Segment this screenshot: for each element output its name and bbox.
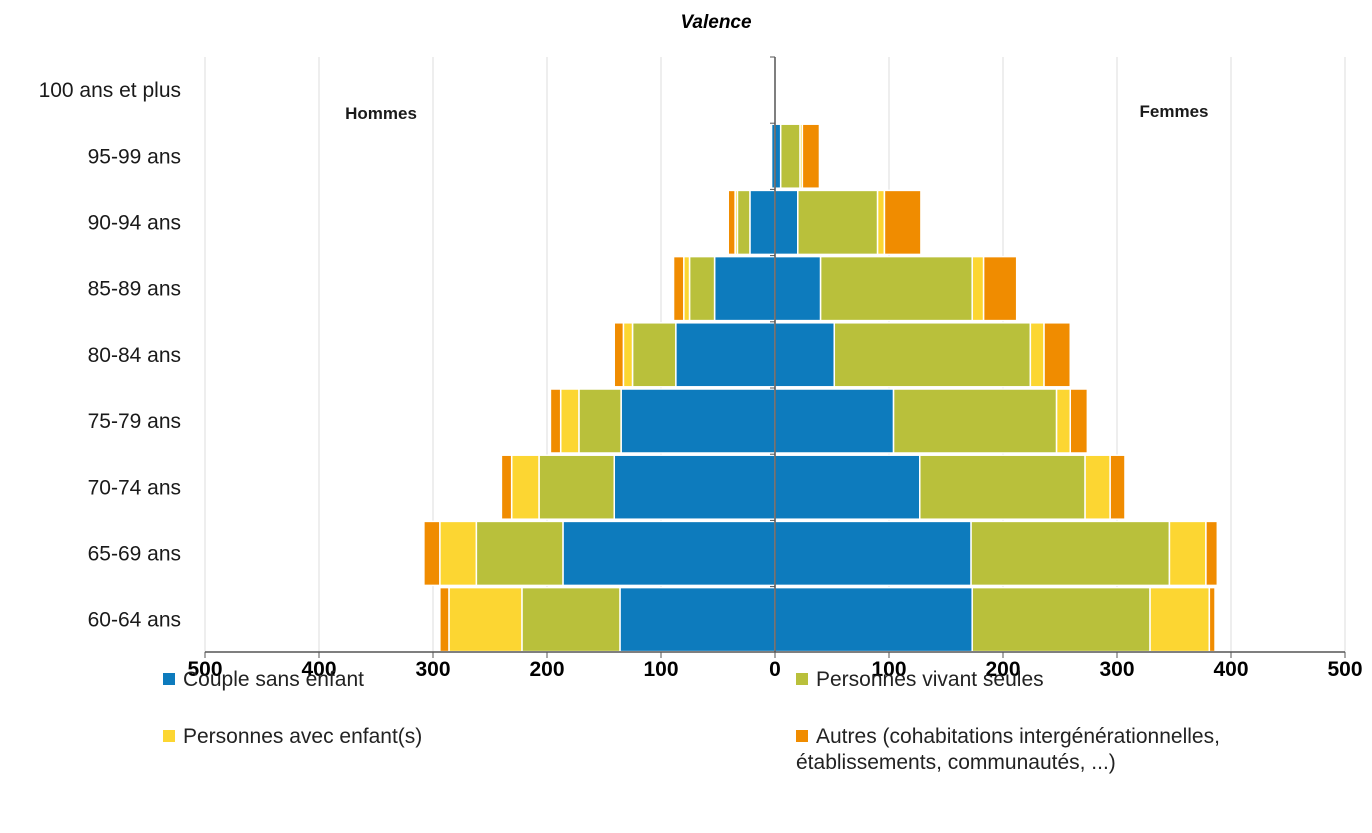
bar-femmes-segment — [883, 189, 922, 256]
legend-swatch-couple — [163, 673, 175, 685]
bar-hommes-segment — [562, 520, 776, 587]
bar-femmes-segment — [1208, 586, 1216, 653]
bar-femmes-segment — [774, 388, 895, 454]
bar-hommes-segment — [549, 388, 562, 454]
bar-hommes-segment — [521, 586, 621, 653]
bar-femmes-segment — [774, 520, 972, 587]
x-tick-label: 500 — [187, 658, 222, 681]
bar-hommes-segment — [672, 255, 685, 322]
x-tick-label: 300 — [1099, 658, 1134, 681]
y-tick-label: 60-64 ans — [88, 609, 181, 632]
femmes-label: Femmes — [1140, 102, 1209, 121]
bar-femmes-segment — [892, 388, 1058, 454]
bar-femmes-segment — [1109, 454, 1126, 520]
legend-item-enfants: Personnes avec enfant(s) — [163, 724, 683, 750]
legend-item-couple: Couple sans enfant — [163, 667, 683, 693]
bar-hommes-segment — [622, 322, 634, 388]
x-tick-label: 500 — [1327, 658, 1362, 681]
bar-femmes-segment — [774, 454, 921, 520]
x-tick-label: 0 — [769, 658, 781, 681]
bar-hommes-segment — [620, 388, 776, 454]
bar-hommes-segment — [713, 255, 776, 322]
bar-femmes-segment — [970, 520, 1171, 587]
bar-hommes-segment — [500, 454, 513, 520]
bar-femmes-segment — [971, 255, 985, 322]
y-tick-label: 70-74 ans — [88, 476, 181, 499]
y-tick-label: 90-94 ans — [88, 212, 181, 235]
bar-hommes-segment — [423, 520, 441, 587]
bar-femmes-segment — [1069, 388, 1089, 454]
bar-femmes-segment — [774, 586, 973, 653]
bar-femmes-segment — [833, 322, 1032, 388]
bar-femmes-segment — [779, 123, 801, 189]
legend-item-seules: Personnes vivant seules — [796, 667, 1356, 693]
bar-femmes-segment — [819, 255, 973, 322]
bar-femmes-segment — [971, 586, 1151, 653]
legend-swatch-enfants — [163, 730, 175, 742]
bar-femmes-segment — [774, 123, 782, 189]
legend-label-enfants: Personnes avec enfant(s) — [183, 725, 423, 748]
legend-swatch-autres — [796, 730, 808, 742]
bar-hommes-segment — [510, 454, 540, 520]
legend-label-seules: Personnes vivant seules — [816, 668, 1044, 691]
bar-hommes-segment — [448, 586, 523, 653]
bar-femmes-segment — [774, 189, 799, 256]
bar-femmes-segment — [876, 189, 886, 256]
bar-hommes-segment — [688, 255, 716, 322]
legend-label-couple: Couple sans enfant — [183, 668, 364, 691]
bar-hommes-segment — [578, 388, 622, 454]
bar-hommes-segment — [439, 520, 478, 587]
bar-femmes-segment — [774, 255, 822, 322]
bar-femmes-segment — [1029, 322, 1045, 388]
x-tick-label: 200 — [529, 658, 564, 681]
bar-layer — [423, 123, 1219, 653]
bar-femmes-segment — [982, 255, 1018, 322]
bar-femmes-segment — [774, 322, 836, 388]
bar-hommes-segment — [538, 454, 616, 520]
legend-label-autres: Autres (cohabitations intergénérationnel… — [796, 725, 1220, 774]
y-tick-label: 75-79 ans — [88, 410, 181, 433]
bar-femmes-segment — [919, 454, 1086, 520]
bar-hommes-segment — [631, 322, 677, 388]
bar-hommes-segment — [683, 255, 691, 322]
bar-hommes-segment — [613, 454, 776, 520]
x-tick-label: 100 — [871, 658, 906, 681]
legend-swatch-seules — [796, 673, 808, 685]
bar-femmes-segment — [1055, 388, 1072, 454]
x-tick-label: 400 — [301, 658, 336, 681]
bar-hommes-segment — [439, 586, 450, 653]
x-tick-label: 300 — [415, 658, 450, 681]
hommes-label: Hommes — [345, 104, 417, 123]
bar-femmes-segment — [1205, 520, 1219, 587]
y-tick-label: 65-69 ans — [88, 543, 181, 566]
bar-hommes-segment — [736, 189, 751, 256]
bar-hommes-segment — [749, 189, 776, 256]
bar-femmes-segment — [801, 123, 821, 189]
bar-femmes-segment — [1043, 322, 1072, 388]
bar-hommes-segment — [559, 388, 580, 454]
bar-hommes-segment — [675, 322, 776, 388]
y-tick-label: 85-89 ans — [88, 278, 181, 301]
axis-layer: 500 400 300 200 100 0 100 200 300 400 500 100 ans e… — [39, 56, 1363, 681]
y-tick-label: 80-84 ans — [88, 344, 181, 367]
x-tick-label: 100 — [643, 658, 678, 681]
legend-item-autres: Autres (cohabitations intergénérationnel… — [796, 724, 1316, 776]
bar-femmes-segment — [797, 189, 879, 256]
bar-femmes-segment — [1168, 520, 1207, 587]
bar-hommes-segment — [475, 520, 564, 587]
y-tick-label: 95-99 ans — [88, 145, 181, 168]
bar-femmes-segment — [1084, 454, 1111, 520]
x-tick-label: 400 — [1213, 658, 1248, 681]
bar-hommes-segment — [727, 189, 736, 256]
chart-title: Valence — [680, 12, 752, 33]
bar-hommes-segment — [613, 322, 625, 388]
y-tick-label: 100 ans et plus — [39, 79, 181, 102]
bar-femmes-segment — [1149, 586, 1211, 653]
x-tick-label: 200 — [985, 658, 1020, 681]
bar-hommes-segment — [619, 586, 776, 653]
